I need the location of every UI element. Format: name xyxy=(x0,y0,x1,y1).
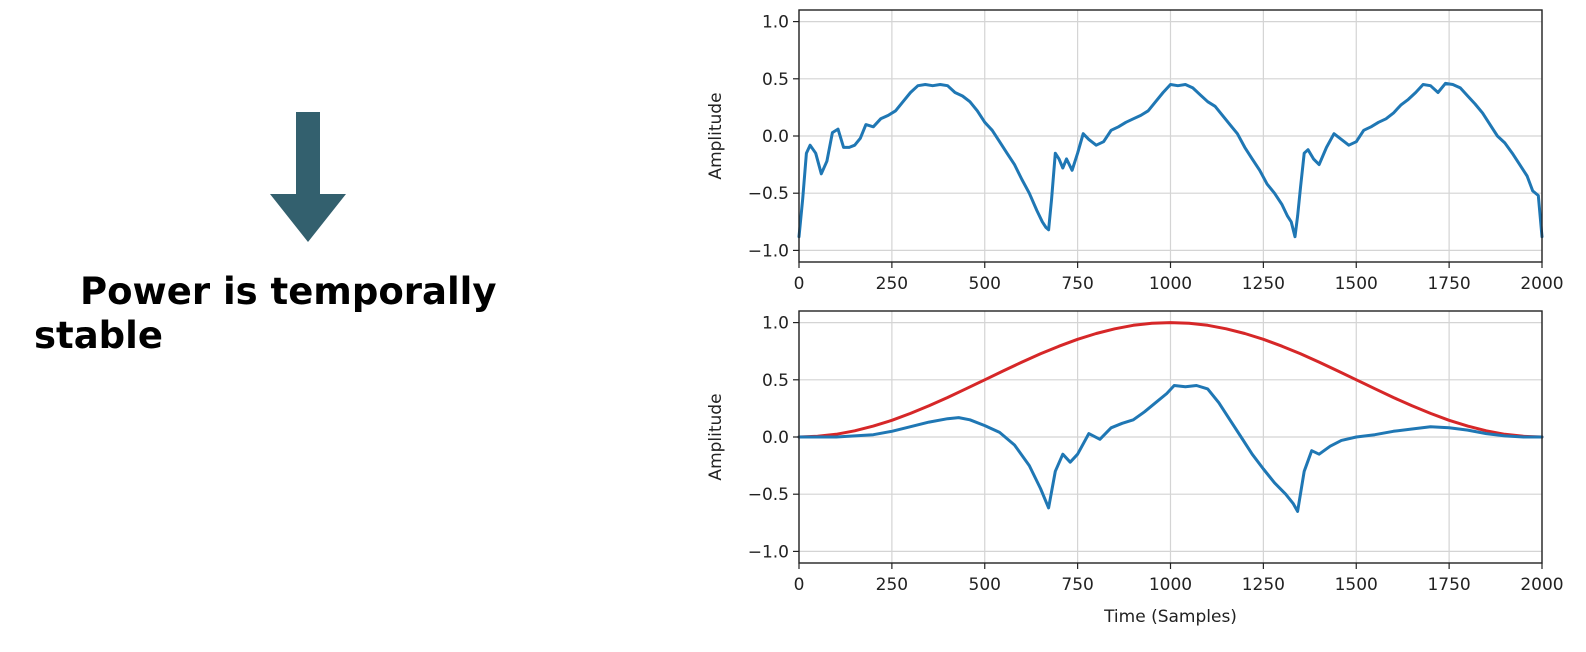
y-axis-label: Amplitude xyxy=(706,393,726,480)
y-axis-label: Amplitude xyxy=(706,92,726,179)
y-tick-label-3: 0.5 xyxy=(762,371,789,391)
x-tick-label-1: 250 xyxy=(876,575,908,595)
x-tick-label-3: 750 xyxy=(1061,575,1093,595)
x-tick-label-5: 1250 xyxy=(1242,575,1285,595)
x-tick-label-8: 2000 xyxy=(1520,575,1563,595)
series-line-2 xyxy=(797,384,1544,513)
y-tick-label-0: −1.0 xyxy=(748,542,789,562)
x-tick-label-4: 1000 xyxy=(1149,274,1192,294)
series-line-1 xyxy=(797,81,1544,239)
arrow-shape xyxy=(270,112,346,242)
y-tick-label-2: 0.0 xyxy=(762,428,789,448)
x-axis-label: Time (Samples) xyxy=(1103,607,1237,627)
x-tick-label-7: 1750 xyxy=(1427,575,1470,595)
y-tick-label-4: 1.0 xyxy=(762,314,789,334)
y-tick-label-1: −0.5 xyxy=(748,184,789,204)
x-tick-label-7: 1750 xyxy=(1427,274,1470,294)
x-tick-label-8: 2000 xyxy=(1520,274,1563,294)
x-tick-label-2: 500 xyxy=(969,575,1001,595)
y-tick-label-1: −0.5 xyxy=(748,485,789,505)
down-arrow-icon xyxy=(270,112,346,242)
chart-panel-2: 0 250 500 750 1000 1250 1500 1750 2000 −1.0 −0.5 0.… xyxy=(706,310,1564,627)
x-tick-label-5: 1250 xyxy=(1242,274,1285,294)
x-tick-label-0: 0 xyxy=(794,575,805,595)
x-tick-label-6: 1500 xyxy=(1335,575,1378,595)
x-tick-label-6: 1500 xyxy=(1335,274,1378,294)
statement-text: Power is temporally stable xyxy=(34,270,497,357)
y-tick-label-3: 0.5 xyxy=(762,70,789,90)
series-line-1 xyxy=(797,321,1544,439)
x-tick-label-1: 250 xyxy=(876,274,908,294)
x-tick-label-0: 0 xyxy=(794,274,805,294)
x-tick-label-2: 500 xyxy=(969,274,1001,294)
x-tick-label-4: 1000 xyxy=(1149,575,1192,595)
chart-panel-1: 0 250 500 750 1000 1250 1500 1750 2000 −1.0 −0.5 0.… xyxy=(706,9,1564,294)
y-tick-label-4: 1.0 xyxy=(762,13,789,33)
y-tick-label-0: −1.0 xyxy=(748,241,789,261)
y-tick-label-2: 0.0 xyxy=(762,127,789,147)
x-tick-label-3: 750 xyxy=(1061,274,1093,294)
